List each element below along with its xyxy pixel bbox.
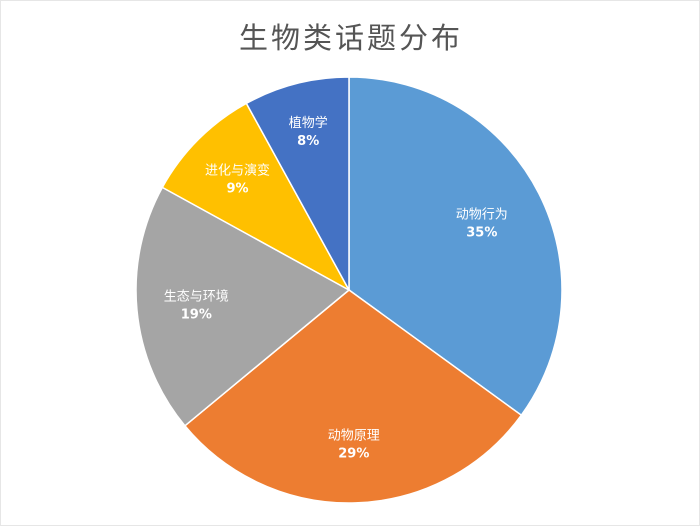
pie-slice-4: [245, 76, 350, 291]
slice-label-1: 动物原理: [328, 428, 380, 443]
chart-title: 生物类话题分布: [238, 21, 463, 55]
slice-label-2: 生态与环境: [164, 289, 229, 304]
pie-slice-1: [183, 289, 523, 504]
slice-value-1: 29%: [338, 446, 369, 461]
pie-slice-3: [161, 102, 351, 292]
pie-slice-2: [135, 186, 351, 427]
slice-value-0: 35%: [466, 225, 497, 240]
slice-label-4: 植物学: [289, 115, 328, 131]
slice-value-4: 8%: [297, 134, 319, 149]
slice-value-2: 19%: [181, 307, 212, 322]
pie-slice-0: [348, 76, 563, 417]
slice-value-3: 9%: [226, 182, 248, 197]
slice-label-0: 动物行为: [456, 207, 508, 222]
slice-label-3: 进化与演变: [205, 163, 270, 179]
